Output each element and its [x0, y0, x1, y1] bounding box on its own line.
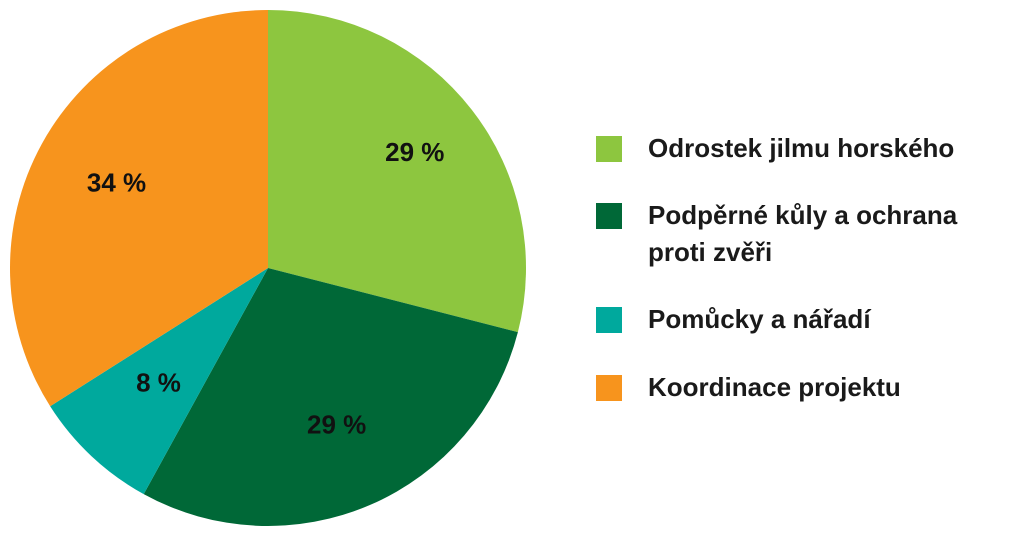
legend-item: Koordinace projektu [596, 372, 1018, 406]
pie-slice-labels: 29 % 29 % 8 % 34 % [87, 137, 445, 439]
slice-value-label: 29 % [307, 410, 366, 440]
pie-slice [50, 268, 269, 495]
slice-value-label: 34 % [87, 168, 146, 198]
pie-slices [10, 10, 526, 526]
pie-slice [10, 10, 269, 407]
slice-value-label: 29 % [385, 137, 444, 167]
legend-swatch [596, 203, 622, 229]
legend-swatch [596, 375, 622, 401]
pie-slice [143, 268, 518, 526]
legend-swatch [596, 136, 622, 162]
legend-swatch [596, 307, 622, 333]
legend-label: Koordinace projektu [648, 372, 901, 402]
legend-label: Pomůcky a nářadí [648, 304, 871, 334]
slice-value-label: 8 % [136, 367, 181, 397]
legend-item: Odrostek jilmu horského [596, 133, 1018, 167]
legend-label: Podpěrné kůly a ochrana proti zvěři [648, 200, 958, 267]
pie-slice [268, 10, 526, 333]
legend-item: Pomůcky a nářadí [596, 304, 1018, 338]
legend-item: Podpěrné kůly a ochrana proti zvěři [596, 200, 1018, 271]
legend-label: Odrostek jilmu horského [648, 133, 955, 163]
